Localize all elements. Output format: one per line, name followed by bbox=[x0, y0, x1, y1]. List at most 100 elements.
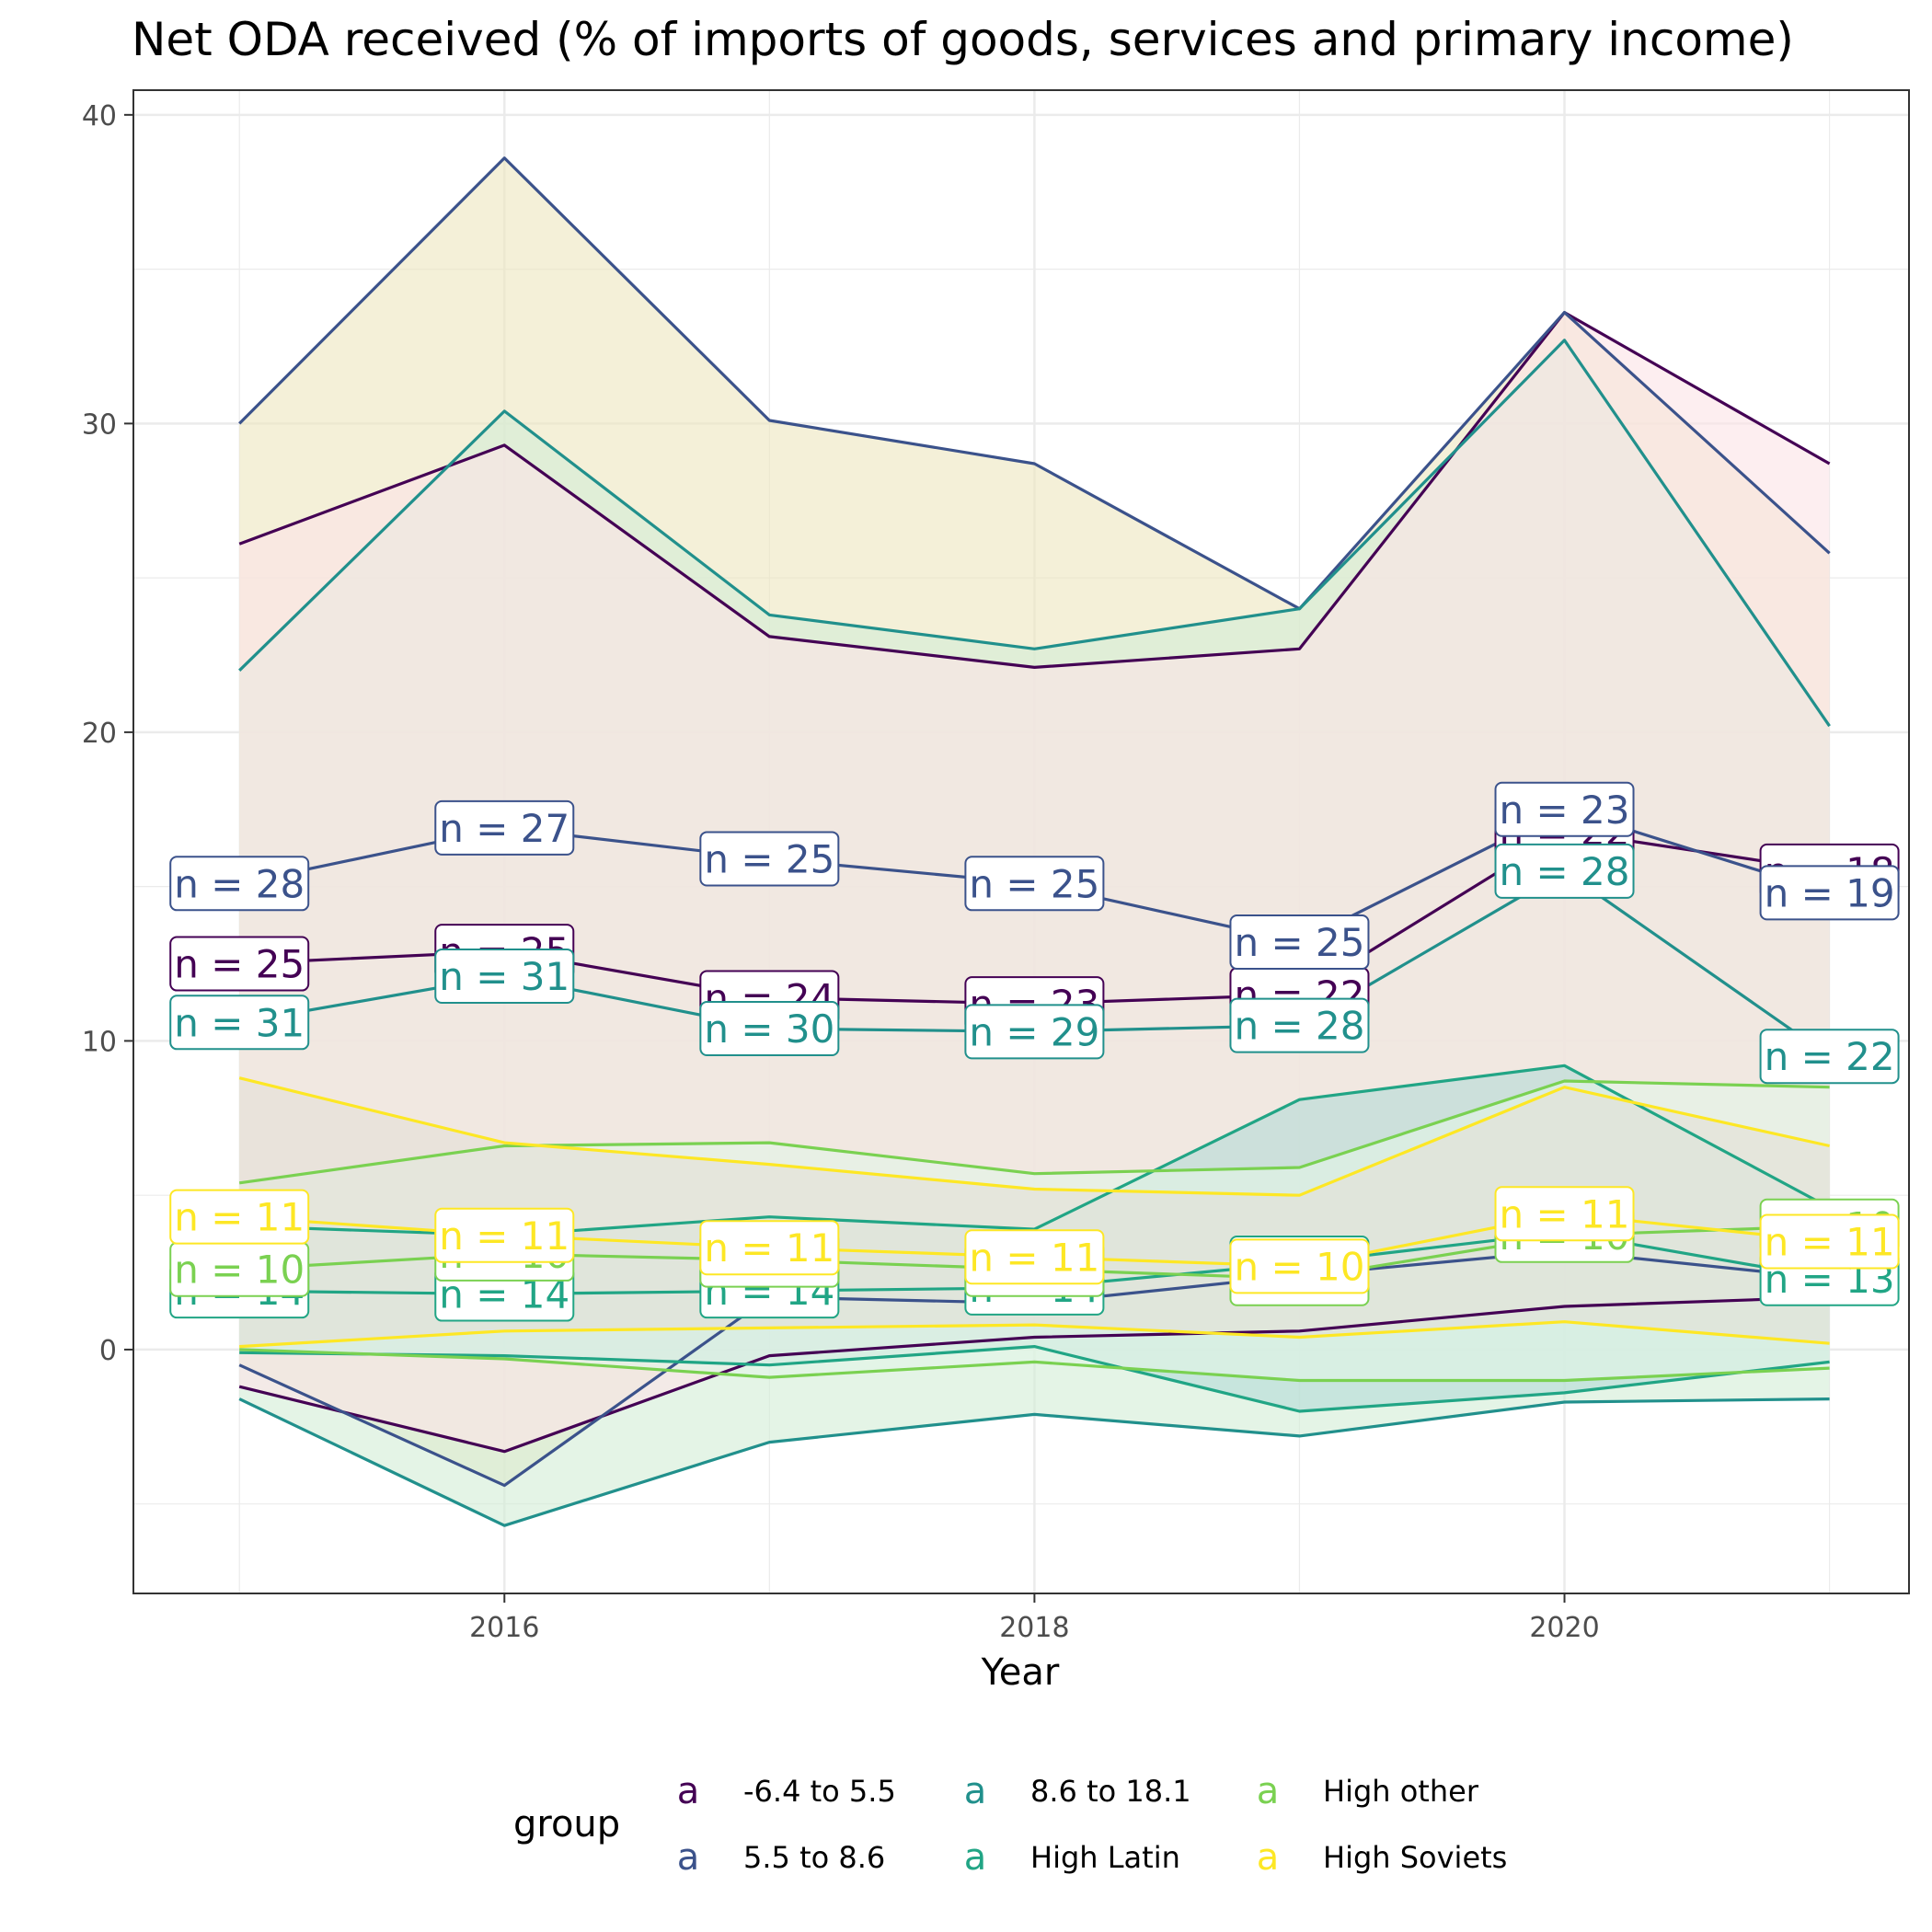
n-label-box bbox=[699, 1000, 840, 1056]
n-label-text: n = 11 bbox=[1500, 1191, 1630, 1236]
y-axis: 0 10 20 30 40 bbox=[82, 100, 133, 1367]
legend-label-6-4-to-5-5: -6.4 to 5.5 bbox=[743, 1774, 896, 1809]
n-label-text: n = 10 bbox=[174, 1248, 305, 1293]
n-label-8-6-to-18-1: n = 30 bbox=[699, 1000, 840, 1056]
lower-line-high-latin bbox=[239, 1344, 1830, 1413]
legend-key-6-4-to-5-5: a bbox=[677, 1770, 700, 1812]
legend-key-high-other: a bbox=[1257, 1770, 1280, 1812]
n-label-text: n = 28 bbox=[1234, 1004, 1364, 1049]
n-label-text: n = 25 bbox=[1234, 920, 1364, 965]
n-labels: n = 25n = 25n = 24n = 23n = 22n = 22n = … bbox=[169, 781, 1900, 1322]
n-label-8-6-to-18-1: n = 31 bbox=[169, 995, 310, 1051]
n-label-box bbox=[699, 831, 840, 887]
n-label-high-soviets: n = 11 bbox=[434, 1207, 575, 1263]
n-label-box bbox=[1229, 1238, 1370, 1294]
x-tick-label: 2016 bbox=[469, 1612, 539, 1644]
chart-title: Net ODA received (% of imports of goods,… bbox=[132, 13, 1794, 66]
legend-key-8-6-to-18-1: a bbox=[964, 1770, 987, 1812]
x-axis: 2016 2018 2020 bbox=[469, 1593, 1600, 1644]
n-label-high-soviets: n = 11 bbox=[1494, 1186, 1635, 1242]
legend-key-high-latin: a bbox=[964, 1836, 987, 1879]
n-label-8-6-to-18-1: n = 31 bbox=[434, 948, 575, 1004]
n-label-text: n = 29 bbox=[969, 1009, 1099, 1054]
plot-border bbox=[132, 89, 1910, 1594]
n-label-box bbox=[1759, 865, 1900, 921]
n-label-high-soviets: n = 10 bbox=[1229, 1238, 1370, 1294]
legend-label-8-6-to-18-1: 8.6 to 18.1 bbox=[1030, 1774, 1191, 1809]
n-label-5-5-to-8-6: n = 25 bbox=[1229, 914, 1370, 971]
n-label-8-6-to-18-1: n = 28 bbox=[1229, 997, 1370, 1053]
n-label-text: n = 31 bbox=[174, 1000, 305, 1045]
n-label-box bbox=[169, 995, 310, 1051]
x-tick-label: 2018 bbox=[999, 1612, 1069, 1644]
n-label-8-6-to-18-1: n = 28 bbox=[1494, 843, 1635, 899]
n-label-8-6-to-18-1: n = 29 bbox=[964, 1004, 1105, 1060]
n-label-text: n = 11 bbox=[1765, 1220, 1895, 1265]
lower-line-8-6-to-18-1 bbox=[238, 1397, 1830, 1527]
n-label-high-soviets: n = 11 bbox=[699, 1220, 840, 1276]
n-label-box bbox=[434, 799, 575, 856]
n-label-box bbox=[169, 856, 310, 912]
lower-line-high-soviets bbox=[239, 1320, 1830, 1349]
n-label-box bbox=[169, 936, 310, 992]
n-label-high-soviets: n = 11 bbox=[1759, 1213, 1900, 1270]
n-label-high-soviets: n = 11 bbox=[964, 1229, 1105, 1285]
n-label-5-5-to-8-6: n = 27 bbox=[434, 799, 575, 856]
y-tick-label: 30 bbox=[82, 408, 117, 441]
n-label-5-5-to-8-6: n = 23 bbox=[1494, 781, 1635, 837]
n-label-text: n = 28 bbox=[1500, 849, 1630, 894]
x-axis-title: Year bbox=[981, 1651, 1060, 1694]
legend-key-5-5-to-8-6: a bbox=[677, 1836, 700, 1879]
n-label-5-5-to-8-6: n = 28 bbox=[169, 856, 310, 912]
x-tick-label: 2020 bbox=[1529, 1612, 1599, 1644]
n-label-text: n = 11 bbox=[439, 1213, 569, 1259]
n-label-box bbox=[699, 1220, 840, 1276]
n-label-box bbox=[1494, 1186, 1635, 1242]
legend: group a -6.4 to 5.5 a 5.5 to 8.6 a 8.6 to 18.… bbox=[513, 1770, 1507, 1879]
y-tick-label: 20 bbox=[82, 718, 117, 750]
n-label-box bbox=[1759, 1029, 1900, 1085]
n-label-box bbox=[964, 1229, 1105, 1285]
legend-label-5-5-to-8-6: 5.5 to 8.6 bbox=[743, 1840, 885, 1875]
n-label-box bbox=[1759, 1213, 1900, 1270]
legend-label-high-other: High other bbox=[1323, 1774, 1479, 1809]
lower-line-high-other bbox=[239, 1348, 1830, 1383]
n-label-text: n = 19 bbox=[1765, 870, 1895, 915]
upper-line-high-other bbox=[238, 1079, 1830, 1185]
n-label-text: n = 31 bbox=[439, 954, 569, 999]
upper-line-5-5-to-8-6 bbox=[238, 156, 1831, 611]
n-label-text: n = 28 bbox=[174, 861, 305, 906]
n-label-5-5-to-8-6: n = 25 bbox=[964, 856, 1105, 912]
n-label-6-4-to-5-5: n = 25 bbox=[169, 936, 310, 992]
n-label-text: n = 27 bbox=[439, 806, 569, 851]
n-label-box bbox=[1229, 914, 1370, 971]
legend-key-high-soviets: a bbox=[1257, 1836, 1280, 1879]
n-label-box bbox=[434, 1207, 575, 1263]
n-label-text: n = 23 bbox=[1500, 788, 1630, 833]
upper-line-8-6-to-18-1 bbox=[238, 339, 1831, 728]
n-label-box bbox=[434, 948, 575, 1004]
n-label-text: n = 25 bbox=[704, 836, 834, 881]
y-tick-label: 10 bbox=[82, 1026, 117, 1058]
n-label-8-6-to-18-1: n = 22 bbox=[1759, 1029, 1900, 1085]
n-label-box bbox=[1494, 781, 1635, 837]
n-label-text: n = 11 bbox=[174, 1195, 305, 1240]
y-tick-label: 40 bbox=[82, 100, 117, 132]
n-label-text: n = 10 bbox=[1234, 1244, 1364, 1289]
n-label-box bbox=[964, 1004, 1105, 1060]
n-label-text: n = 25 bbox=[174, 942, 305, 987]
n-label-text: n = 25 bbox=[969, 861, 1099, 906]
n-label-text: n = 30 bbox=[704, 1006, 834, 1052]
upper-line-high-soviets bbox=[238, 1076, 1830, 1197]
confidence-bands bbox=[239, 157, 1830, 1526]
n-label-text: n = 11 bbox=[969, 1235, 1099, 1280]
n-label-box bbox=[1494, 843, 1635, 899]
legend-label-high-latin: High Latin bbox=[1030, 1840, 1180, 1875]
n-label-box bbox=[964, 856, 1105, 912]
lower-line-6-4-to-5-5 bbox=[238, 1295, 1830, 1454]
n-label-high-soviets: n = 11 bbox=[169, 1189, 310, 1245]
y-tick-label: 0 bbox=[99, 1335, 117, 1367]
band-high-soviets bbox=[239, 1077, 1830, 1347]
bound-lines bbox=[238, 156, 1831, 1527]
